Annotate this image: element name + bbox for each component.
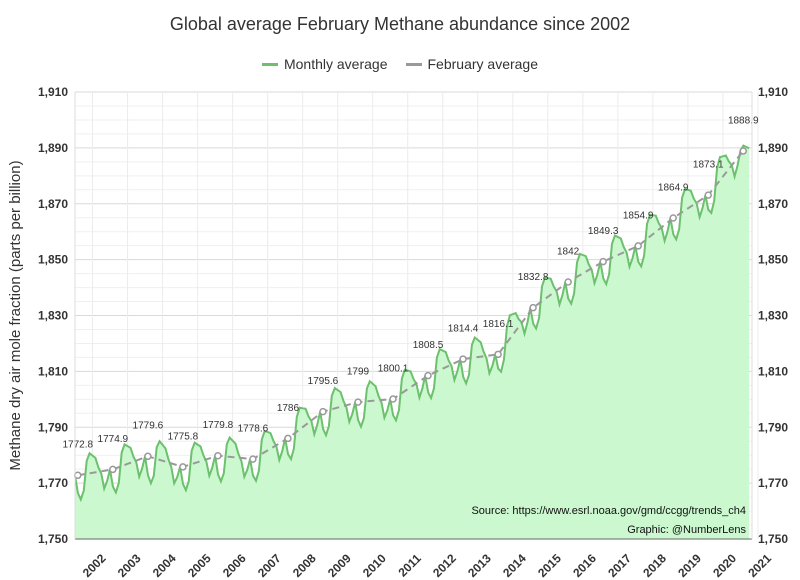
data-label: 1816.1	[483, 319, 514, 330]
monthly-average-line	[74, 144, 750, 503]
x-tick-label: 2003	[115, 551, 144, 580]
february-point	[144, 452, 152, 461]
x-tick-label: 2008	[290, 551, 319, 580]
x-tick-label: 2019	[675, 551, 704, 580]
february-point	[599, 257, 607, 266]
y-tick-label-left: 1,750	[38, 532, 68, 546]
data-label: 1778.6	[238, 424, 269, 435]
y-tick-label-left: 1,770	[38, 476, 68, 490]
february-point	[179, 463, 187, 471]
data-label: 1775.8	[168, 431, 199, 442]
y-tick-label-left: 1,890	[38, 141, 68, 155]
february-point	[74, 471, 82, 480]
legend-swatch-february	[405, 62, 422, 66]
data-label: 1849.3	[588, 226, 619, 237]
data-label: 1786	[277, 403, 300, 414]
data-label: 1864.9	[658, 182, 689, 193]
february-average-line	[77, 150, 744, 477]
source-text: Source: https://www.esrl.noaa.gov/gmd/cc…	[471, 505, 746, 517]
data-label: 1888.9	[728, 115, 759, 126]
february-point	[354, 398, 362, 406]
chart-title: Global average February Methane abundanc…	[169, 14, 631, 34]
graphic-credit: Graphic: @NumberLens	[627, 524, 746, 536]
data-label: 1854.9	[623, 210, 654, 221]
data-label: 1832.8	[518, 272, 549, 283]
y-tick-label-left: 1,910	[38, 85, 68, 99]
february-point	[109, 465, 117, 474]
data-label: 1873.1	[693, 160, 724, 171]
y-tick-label-right: 1,810	[758, 364, 788, 378]
february-point	[529, 303, 537, 312]
legend-item-february[interactable]: February average	[405, 56, 539, 72]
x-tick-label: 2020	[710, 551, 739, 580]
february-point	[634, 242, 642, 250]
y-tick-label-left: 1,810	[38, 364, 68, 378]
x-tick-label: 2005	[185, 551, 214, 580]
february-point	[704, 191, 712, 199]
y-tick-label-left: 1,870	[38, 197, 68, 211]
legend-label-monthly: Monthly average	[283, 56, 388, 72]
x-tick-label: 2011	[396, 551, 425, 580]
february-point	[389, 395, 397, 403]
x-tick-label: 2013	[465, 551, 494, 580]
x-tick-label: 2007	[255, 551, 284, 580]
data-label: 1779.8	[203, 420, 234, 431]
february-point	[494, 350, 502, 359]
february-point	[284, 434, 292, 443]
y-tick-label-right: 1,750	[758, 532, 788, 546]
data-label: 1795.6	[308, 376, 339, 387]
february-point	[249, 455, 257, 463]
y-axis-title: Methane dry air mole fraction (parts per…	[7, 160, 24, 470]
february-point	[214, 451, 222, 460]
data-label: 1800.1	[378, 363, 409, 374]
monthly-average-area	[75, 145, 750, 539]
february-point	[669, 214, 677, 222]
x-tick-label: 2006	[220, 551, 249, 580]
source-annotation: Source: https://www.esrl.noaa.gov/gmd/cc…	[471, 502, 746, 540]
y-tick-label-right: 1,770	[758, 476, 788, 490]
data-label: 1814.4	[448, 324, 479, 335]
x-tick-label: 2016	[570, 551, 599, 580]
data-label: 1779.6	[133, 421, 164, 432]
february-point	[739, 147, 747, 155]
x-tick-label: 2009	[325, 551, 354, 580]
data-label: 1842	[557, 246, 580, 257]
data-label: 1772.8	[63, 440, 94, 451]
data-label: 1808.5	[413, 340, 444, 351]
february-point	[564, 278, 572, 286]
x-tick-label: 2002	[80, 551, 109, 580]
x-tick-label: 2018	[640, 551, 669, 580]
february-point	[319, 407, 327, 416]
y-tick-label-right: 1,910	[758, 85, 788, 99]
x-tick-label: 2021	[745, 551, 774, 580]
legend-swatch-monthly	[261, 62, 278, 66]
legend-item-monthly[interactable]: Monthly average	[261, 56, 388, 72]
february-point	[424, 371, 432, 380]
data-label: 1799	[347, 367, 370, 378]
x-tick-label: 2017	[605, 551, 634, 580]
february-point	[459, 355, 467, 363]
x-tick-label: 2010	[360, 551, 389, 580]
y-tick-label-left: 1,790	[38, 420, 68, 434]
y-tick-label-left: 1,850	[38, 253, 68, 267]
y-tick-label-right: 1,790	[758, 420, 788, 434]
x-tick-label: 2015	[535, 551, 564, 580]
legend: Monthly average February average	[0, 56, 800, 72]
x-tick-label: 2012	[430, 551, 459, 580]
y-tick-label-right: 1,830	[758, 309, 788, 323]
x-tick-label: 2004	[150, 551, 179, 580]
y-tick-label-right: 1,890	[758, 141, 788, 155]
x-tick-label: 2014	[500, 551, 529, 580]
y-tick-label-right: 1,870	[758, 197, 788, 211]
y-tick-label-right: 1,850	[758, 253, 788, 267]
data-label: 1774.9	[98, 434, 129, 445]
legend-label-february: February average	[427, 56, 539, 72]
y-tick-label-left: 1,830	[38, 309, 68, 323]
